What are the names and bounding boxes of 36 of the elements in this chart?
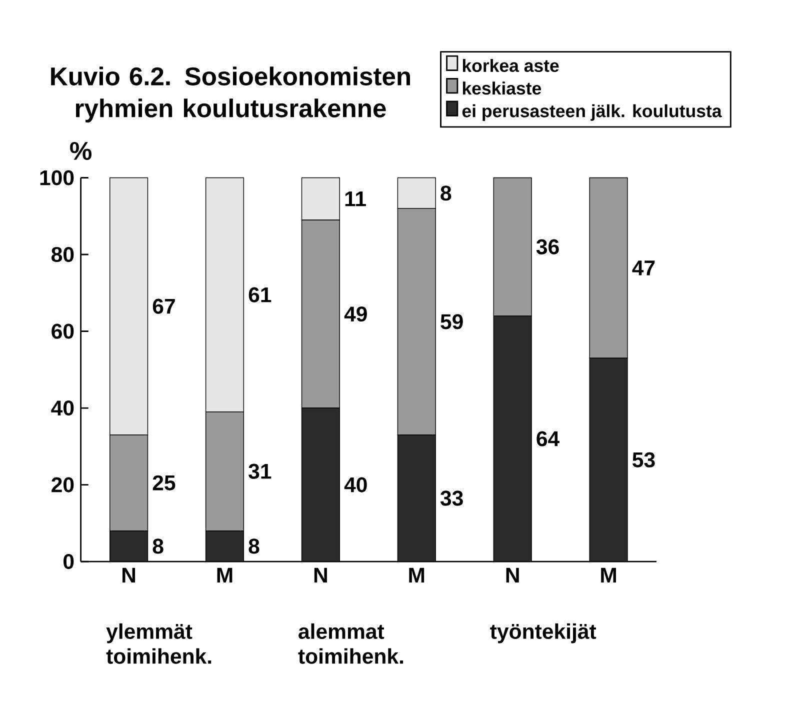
data-label: 53 <box>632 452 655 468</box>
text: työntekijät <box>490 623 596 644</box>
data-label: 49 <box>344 306 367 322</box>
data-label: 33 <box>440 490 463 506</box>
data-label: 8 <box>152 538 164 554</box>
y-tick-label: 0 <box>64 554 74 570</box>
x-tick-label: N <box>314 568 327 582</box>
legend-label: keskiaste <box>462 82 542 95</box>
x-tick-label: N <box>122 568 136 582</box>
data-label: 47 <box>632 260 655 276</box>
data-label: 36 <box>536 239 559 254</box>
x-tick-label: M <box>409 568 424 582</box>
x-tick-label: M <box>217 568 232 582</box>
data-label: 67 <box>152 298 175 314</box>
data-label: 31 <box>248 464 272 479</box>
x-tick-label: M <box>601 568 616 582</box>
x-tick-label: N <box>506 568 519 582</box>
legend-label: korkea aste <box>462 58 559 72</box>
data-label: 8 <box>248 538 260 554</box>
data-label: 8 <box>440 186 452 201</box>
text: ylemmät toimihenk. <box>106 623 212 664</box>
y-tick-label: 60 <box>52 324 74 339</box>
data-label: 25 <box>152 475 176 490</box>
y-tick-label: 80 <box>52 246 74 262</box>
data-label: 40 <box>344 477 367 492</box>
y-tick-label: 20 <box>52 477 74 492</box>
y-tick-label: 100 <box>40 170 74 186</box>
data-label: 59 <box>440 314 463 330</box>
y-tick-label: 40 <box>51 400 74 416</box>
data-label: 61 <box>248 287 272 302</box>
chart-title: Kuvio 6.2. Sosioekonomisten ryhmien koulutusrakenne <box>51 66 410 122</box>
data-label: 11 <box>345 192 366 206</box>
data-label: 64 <box>536 431 560 446</box>
text: alemmat toimihenk. <box>298 623 404 664</box>
y-axis-title: % <box>70 142 92 160</box>
legend-label: ei perusasteen jälk. koulutusta <box>462 104 722 121</box>
